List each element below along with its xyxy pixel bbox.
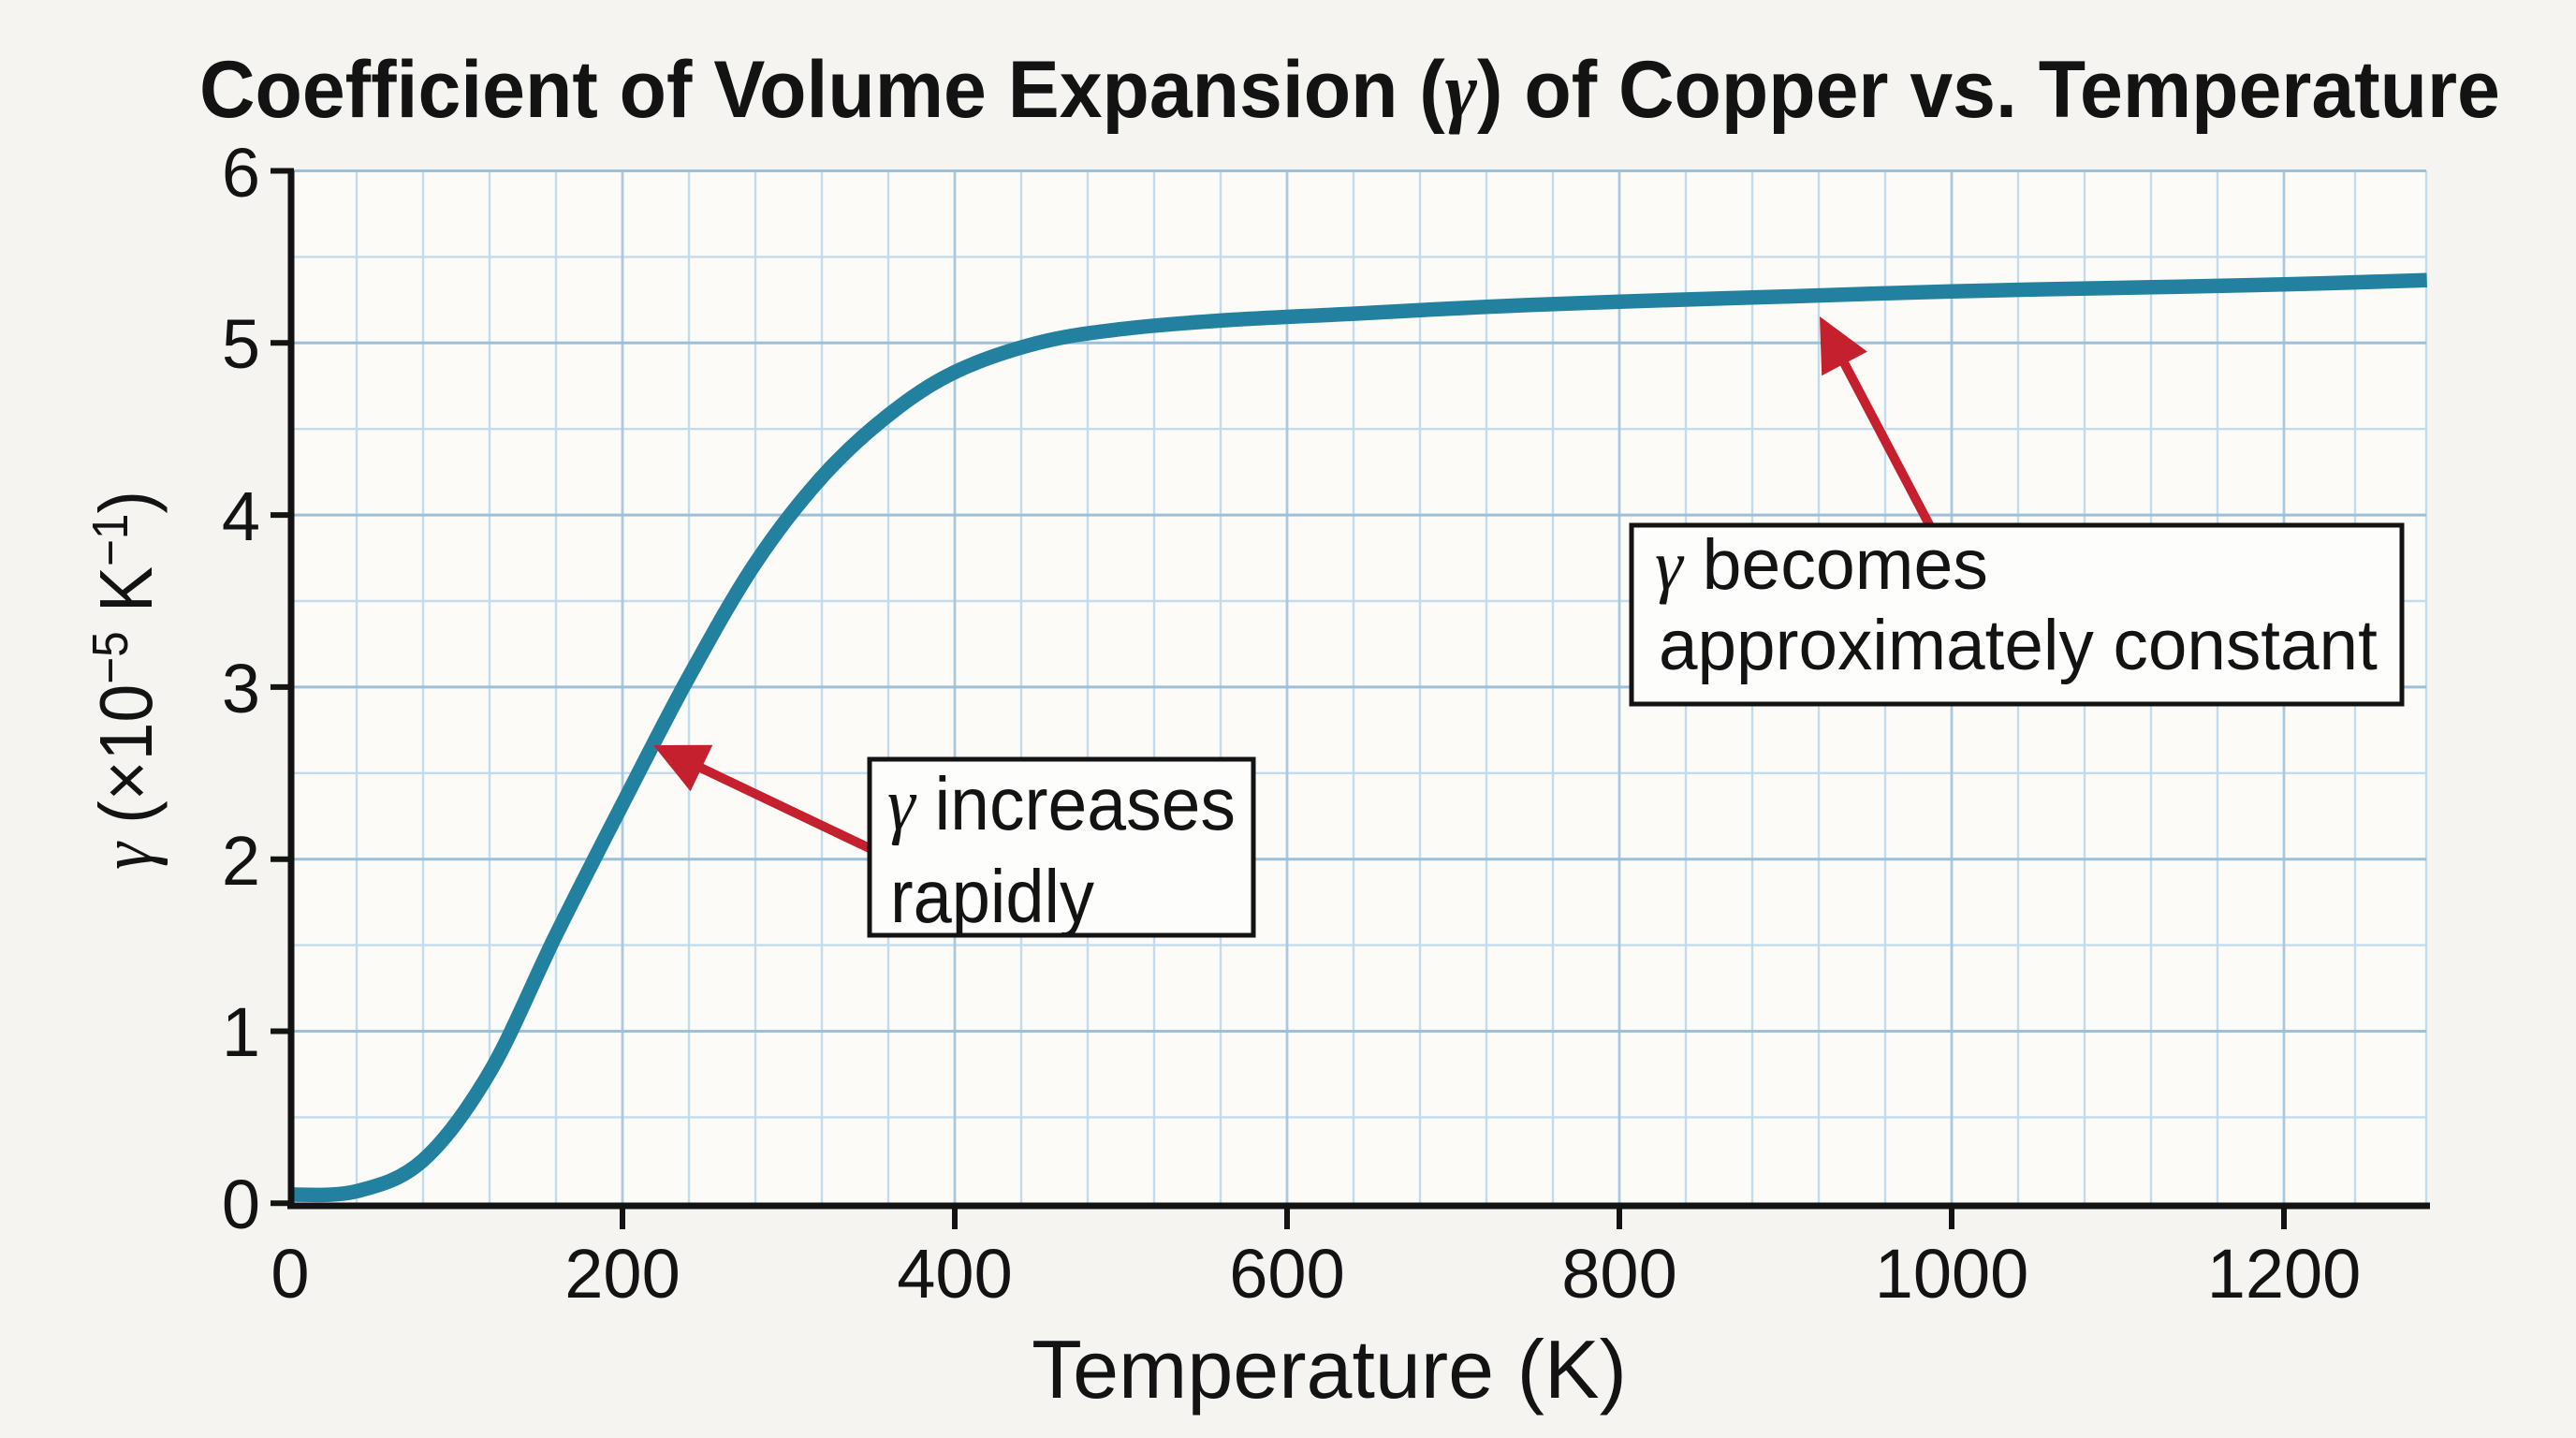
svg-text:200: 200 bbox=[564, 1235, 680, 1313]
svg-text:rapidly: rapidly bbox=[890, 855, 1094, 938]
svg-text:γ increases: γ increases bbox=[887, 763, 1236, 846]
svg-text:γ becomes: γ becomes bbox=[1655, 526, 1988, 605]
svg-text:600: 600 bbox=[1229, 1235, 1344, 1313]
svg-text:0: 0 bbox=[271, 1235, 309, 1313]
svg-text:1200: 1200 bbox=[2207, 1235, 2362, 1313]
svg-text:1000: 1000 bbox=[1875, 1235, 2029, 1313]
svg-text:Temperature (K): Temperature (K) bbox=[1032, 1323, 1627, 1416]
svg-text:1: 1 bbox=[222, 993, 260, 1071]
svg-text:5: 5 bbox=[222, 305, 260, 383]
svg-text:800: 800 bbox=[1561, 1235, 1676, 1313]
svg-text:2: 2 bbox=[222, 822, 260, 900]
svg-text:Coefficient of Volume Expansio: Coefficient of Volume Expansion (γ) of C… bbox=[199, 44, 2500, 135]
svg-text:4: 4 bbox=[222, 477, 260, 555]
svg-text:3: 3 bbox=[222, 650, 260, 727]
svg-text:6: 6 bbox=[222, 134, 260, 212]
svg-text:0: 0 bbox=[222, 1166, 260, 1243]
svg-text:400: 400 bbox=[897, 1235, 1012, 1313]
svg-text:approximately constant: approximately constant bbox=[1659, 605, 2378, 684]
